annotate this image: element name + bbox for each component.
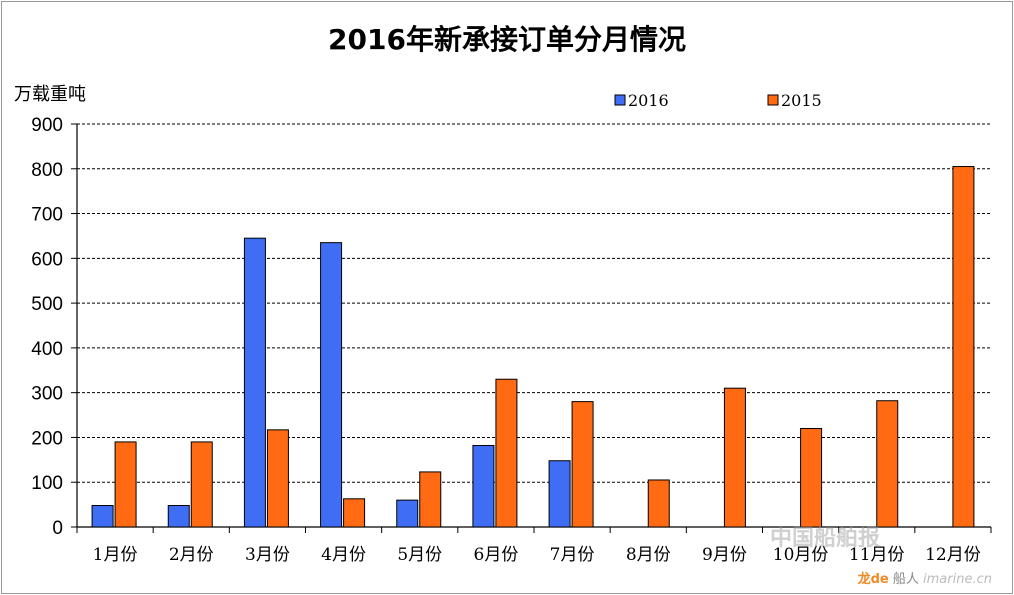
x-tick-label: 10月份 [773,545,829,565]
x-tick-label: 2月份 [169,545,214,565]
watermark-url: imarine.cn [923,572,992,587]
bar-2015 [495,378,518,528]
x-tick-label: 1月份 [93,545,138,565]
bar-2015 [723,387,746,528]
bar-2015 [952,166,975,528]
legend-label-2016: 2016 [628,91,669,110]
y-axis-unit-label: 万载重吨 [14,84,86,105]
y-tick-label: 100 [31,473,63,494]
x-tick-label: 8月份 [626,545,671,565]
legend-swatch-2016 [614,94,626,106]
x-tick-label: 4月份 [321,545,366,565]
legend-swatch-2015 [767,94,779,106]
chart-title: 2016年新承接订单分月情况 [328,23,686,56]
watermark-brand-suffix: 船人 [892,572,919,587]
bar-2016 [472,445,495,528]
x-tick-label: 9月份 [702,545,747,565]
bar-2016 [91,505,114,528]
x-tick-label: 6月份 [474,545,519,565]
watermark-center: 中国船舶报 [770,526,881,551]
bar-2015 [571,401,594,528]
x-tick-label: 3月份 [245,545,290,565]
y-tick-label: 800 [31,160,63,181]
bar-2015 [343,498,366,528]
y-tick-label: 200 [31,428,63,449]
x-tick-label: 5月份 [397,545,442,565]
watermark: 龙de 船人 imarine.cn [858,568,992,587]
x-tick-label: 7月份 [550,545,595,565]
y-tick-label: 500 [31,294,63,315]
x-tick-label: 12月份 [925,545,981,565]
bar-2016 [548,460,571,528]
y-tick-label: 300 [31,384,63,405]
watermark-brand: 龙de [857,572,889,587]
bar-2015 [114,441,137,528]
bar-2016 [167,505,190,528]
bar-2016 [396,499,419,528]
y-tick-label: 900 [31,115,63,136]
y-tick-label: 600 [31,249,63,270]
bar-2016 [243,237,266,528]
bar-2015 [800,427,823,528]
bar-2015 [876,400,899,528]
bar-2015 [190,441,213,528]
bar-2016 [320,242,343,528]
x-tick-label: 11月份 [849,545,905,565]
plot-area [77,124,991,527]
bar-2015 [419,471,442,528]
bar-2015 [266,429,289,528]
bar-2015 [647,479,670,528]
y-tick-label: 700 [31,205,63,226]
y-tick-label: 0 [52,518,63,539]
legend-label-2015: 2015 [781,91,822,110]
y-tick-label: 400 [31,339,63,360]
